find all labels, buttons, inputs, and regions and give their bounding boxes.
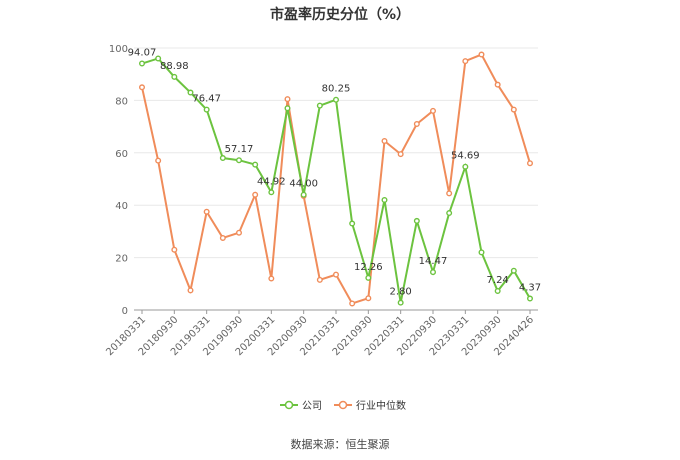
data-point [381,196,388,203]
data-point [446,190,453,197]
data-point [333,271,340,278]
data-point [365,295,372,302]
data-point [413,217,420,224]
data-point [219,234,226,241]
legend-industry-median-label: 行业中位数 [356,399,406,412]
data-point [478,51,485,58]
y-tick-label: 20 [115,254,128,265]
data-point [187,287,194,294]
data-label: 88.98 [160,61,189,72]
data-point [155,157,162,164]
data-point [430,269,437,276]
data-point [252,191,259,198]
data-point [333,96,340,103]
data-point [316,102,323,109]
data-point [527,160,534,167]
y-tick-label: 100 [109,44,128,55]
data-point [268,275,275,282]
data-point [510,267,517,274]
legend-industry-median-marker [338,400,348,410]
data-point [397,151,404,158]
data-point [203,208,210,215]
data-point [462,163,469,170]
data-point [494,288,501,295]
data-point [397,299,404,306]
data-point [138,60,145,67]
data-point [527,295,534,302]
data-point [365,274,372,281]
y-tick-label: 0 [122,306,128,317]
data-point [203,106,210,113]
data-point [510,106,517,113]
data-label: 44.92 [257,176,286,187]
data-point [349,220,356,227]
data-point [155,55,162,62]
data-label: 76.47 [192,94,221,105]
data-point [494,81,501,88]
data-label: 44.00 [289,179,318,190]
data-point [138,84,145,91]
legend-company-label: 公司 [302,401,322,412]
data-point [300,191,307,198]
data-point [268,189,275,196]
data-point [462,58,469,65]
data-point [446,210,453,217]
data-label: 57.17 [225,144,254,155]
data-point [171,73,178,80]
data-point [171,246,178,253]
data-point [252,161,259,168]
data-point [316,276,323,283]
data-point [413,120,420,127]
data-label: 2.80 [390,287,412,298]
data-point [284,96,291,103]
data-label: 14.47 [419,256,448,267]
chart-title: 市盈率历史分位（%） [269,7,411,23]
data-source-note: 数据来源：恒生聚源 [290,438,390,451]
data-point [235,157,242,164]
data-label: 94.07 [128,48,157,59]
data-point [381,138,388,145]
data-label: 4.37 [519,283,541,294]
data-label: 7.24 [487,275,509,286]
legend-company-marker [284,400,294,410]
y-tick-label: 60 [115,149,128,160]
data-point [430,107,437,114]
data-point [219,155,226,162]
data-point [187,89,194,96]
y-tick-label: 80 [115,96,128,107]
data-label: 80.25 [322,84,351,95]
data-point [349,300,356,307]
data-point [235,229,242,236]
data-label: 54.69 [451,151,480,162]
data-label: 12.26 [354,262,383,273]
y-tick-label: 40 [115,201,128,212]
data-point [478,249,485,256]
data-point [284,105,291,112]
